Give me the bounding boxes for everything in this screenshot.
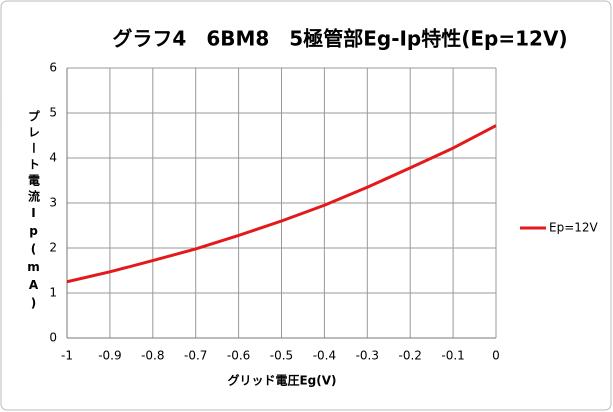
y-tick-label: 2 [49,241,57,255]
y-tick-label: 4 [49,151,57,165]
y-tick-label: 5 [49,106,57,120]
x-tick-label: -0.9 [98,349,121,363]
x-tick-label: -0.3 [356,349,379,363]
y-tick-label: 6 [49,61,57,75]
y-tick-label: 1 [49,286,57,300]
legend-label: Ep=12V [549,221,599,235]
x-tick-label: 0 [492,349,500,363]
x-tick-label: -0.7 [184,349,207,363]
y-tick-label: 0 [49,331,57,345]
x-axis-label: グリッド電圧Eg(V) [227,373,336,388]
y-tick-label: 3 [49,196,57,210]
y-axis-label: プレート電流Ip(mA) [27,110,41,314]
x-tick-label: -0.8 [141,349,164,363]
data-line [66,124,497,284]
x-tick-label: -0.6 [227,349,250,363]
x-tick-label: -0.1 [441,349,464,363]
x-tick-label: -0.2 [398,349,421,363]
x-tick-label: -0.4 [313,349,336,363]
chart-title: グラフ4 6BM8 5極管部Eg-Ip特性(Ep=12V) [112,27,567,51]
x-tick-label: -1 [61,349,73,363]
x-tick-label: -0.5 [270,349,293,363]
